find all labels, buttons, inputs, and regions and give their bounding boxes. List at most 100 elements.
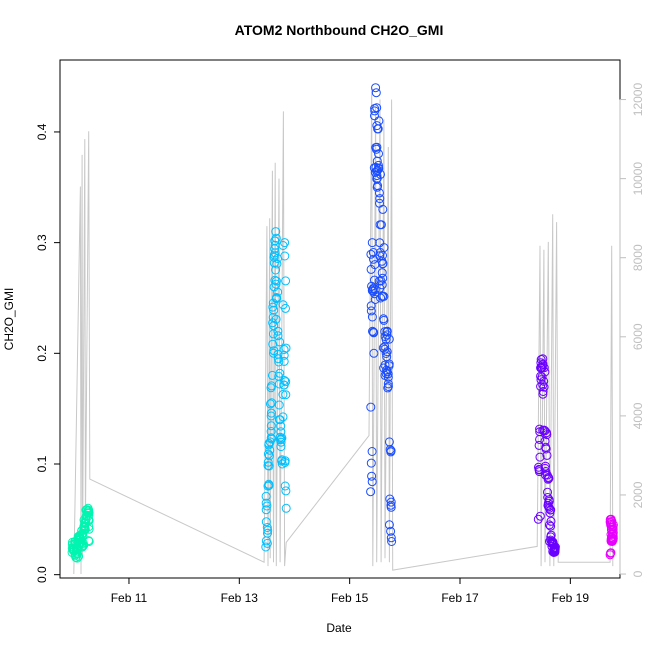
data-point	[366, 402, 376, 412]
data-point	[263, 525, 273, 535]
data-point	[386, 500, 396, 510]
data-point	[384, 361, 394, 371]
data-point	[276, 434, 286, 444]
x-tick-label: Feb 19	[552, 591, 590, 605]
data-point	[74, 551, 84, 561]
data-point	[367, 477, 377, 487]
data-point	[84, 524, 94, 534]
data-point	[281, 276, 291, 286]
data-point	[274, 400, 284, 410]
data-point	[381, 349, 391, 358]
data-point	[376, 220, 386, 230]
data-point	[280, 251, 290, 261]
data-point	[271, 265, 281, 275]
data-point	[271, 276, 281, 286]
data-point	[546, 516, 556, 526]
data-point	[281, 343, 291, 353]
data-point	[535, 511, 545, 521]
data-point	[270, 275, 280, 285]
data-point	[263, 528, 272, 538]
data-point	[550, 546, 560, 556]
data-point	[84, 536, 94, 546]
series-0	[67, 503, 94, 563]
data-point	[80, 521, 90, 531]
data-point	[265, 399, 275, 409]
data-point	[367, 238, 377, 248]
data-point	[266, 411, 276, 421]
data-point	[280, 458, 290, 467]
y2-tick-label: 10000	[631, 162, 645, 196]
data-point	[264, 451, 274, 461]
data-point	[366, 249, 376, 259]
data-point	[550, 542, 560, 552]
data-point	[535, 434, 545, 444]
data-point	[383, 382, 393, 391]
data-point	[387, 537, 397, 546]
y2-axis: 0 2000 4000 6000 8000 10000 12000	[619, 83, 645, 577]
data-point	[273, 326, 283, 336]
y-tick-label: 0.2	[35, 345, 49, 362]
data-point	[538, 387, 548, 396]
data-point	[542, 430, 552, 440]
data-point	[374, 160, 383, 170]
data-point	[275, 415, 285, 425]
data-point	[377, 280, 387, 290]
data-point	[269, 305, 279, 315]
data-point	[543, 474, 553, 484]
data-point	[383, 379, 393, 389]
data-point	[279, 345, 289, 354]
data-point	[263, 449, 273, 459]
data-point	[535, 452, 545, 462]
x-tick-label: Feb 11	[111, 591, 148, 605]
series-3	[533, 354, 560, 557]
data-point	[374, 116, 384, 126]
data-point	[271, 233, 281, 243]
data-point	[378, 259, 388, 269]
y-tick-label: 0.3	[35, 234, 49, 251]
data-point	[382, 326, 392, 336]
y-axis: 0.0 0.1 0.2 0.3 0.4	[35, 123, 61, 583]
data-point	[277, 459, 287, 469]
y2-tick-label: 12000	[631, 83, 645, 117]
data-point	[376, 276, 386, 286]
data-point	[380, 342, 390, 351]
data-point	[271, 227, 281, 237]
data-point	[280, 481, 290, 491]
data-point	[264, 479, 274, 489]
data-point	[84, 511, 94, 521]
data-point	[366, 458, 376, 468]
data-point	[374, 149, 383, 159]
data-point	[370, 289, 380, 299]
plot-content	[67, 83, 618, 575]
data-point	[371, 88, 381, 98]
data-point	[380, 360, 390, 370]
data-point	[261, 491, 271, 501]
data-point	[539, 363, 549, 373]
data-point	[367, 312, 377, 322]
data-point	[368, 326, 377, 336]
data-point	[261, 517, 271, 527]
data-point	[275, 337, 285, 347]
data-point	[84, 537, 94, 546]
data-point	[374, 188, 384, 198]
data-point	[605, 548, 615, 558]
data-point	[273, 349, 283, 359]
data-point	[276, 437, 286, 447]
data-point	[267, 434, 276, 444]
data-point	[546, 505, 556, 515]
data-point	[386, 497, 396, 507]
data-point	[367, 447, 377, 456]
data-point	[281, 377, 291, 387]
y-tick-label: 0.4	[35, 123, 49, 140]
data-point	[383, 383, 393, 393]
data-point	[608, 533, 618, 543]
data-point	[534, 440, 544, 450]
y-axis-label: CH2O_GMI	[2, 288, 16, 351]
data-point	[266, 383, 276, 393]
y-tick-label: 0.0	[35, 566, 49, 583]
data-point	[382, 330, 392, 340]
y2-tick-label: 2000	[631, 481, 645, 508]
data-point	[280, 376, 289, 385]
data-point	[276, 427, 286, 437]
